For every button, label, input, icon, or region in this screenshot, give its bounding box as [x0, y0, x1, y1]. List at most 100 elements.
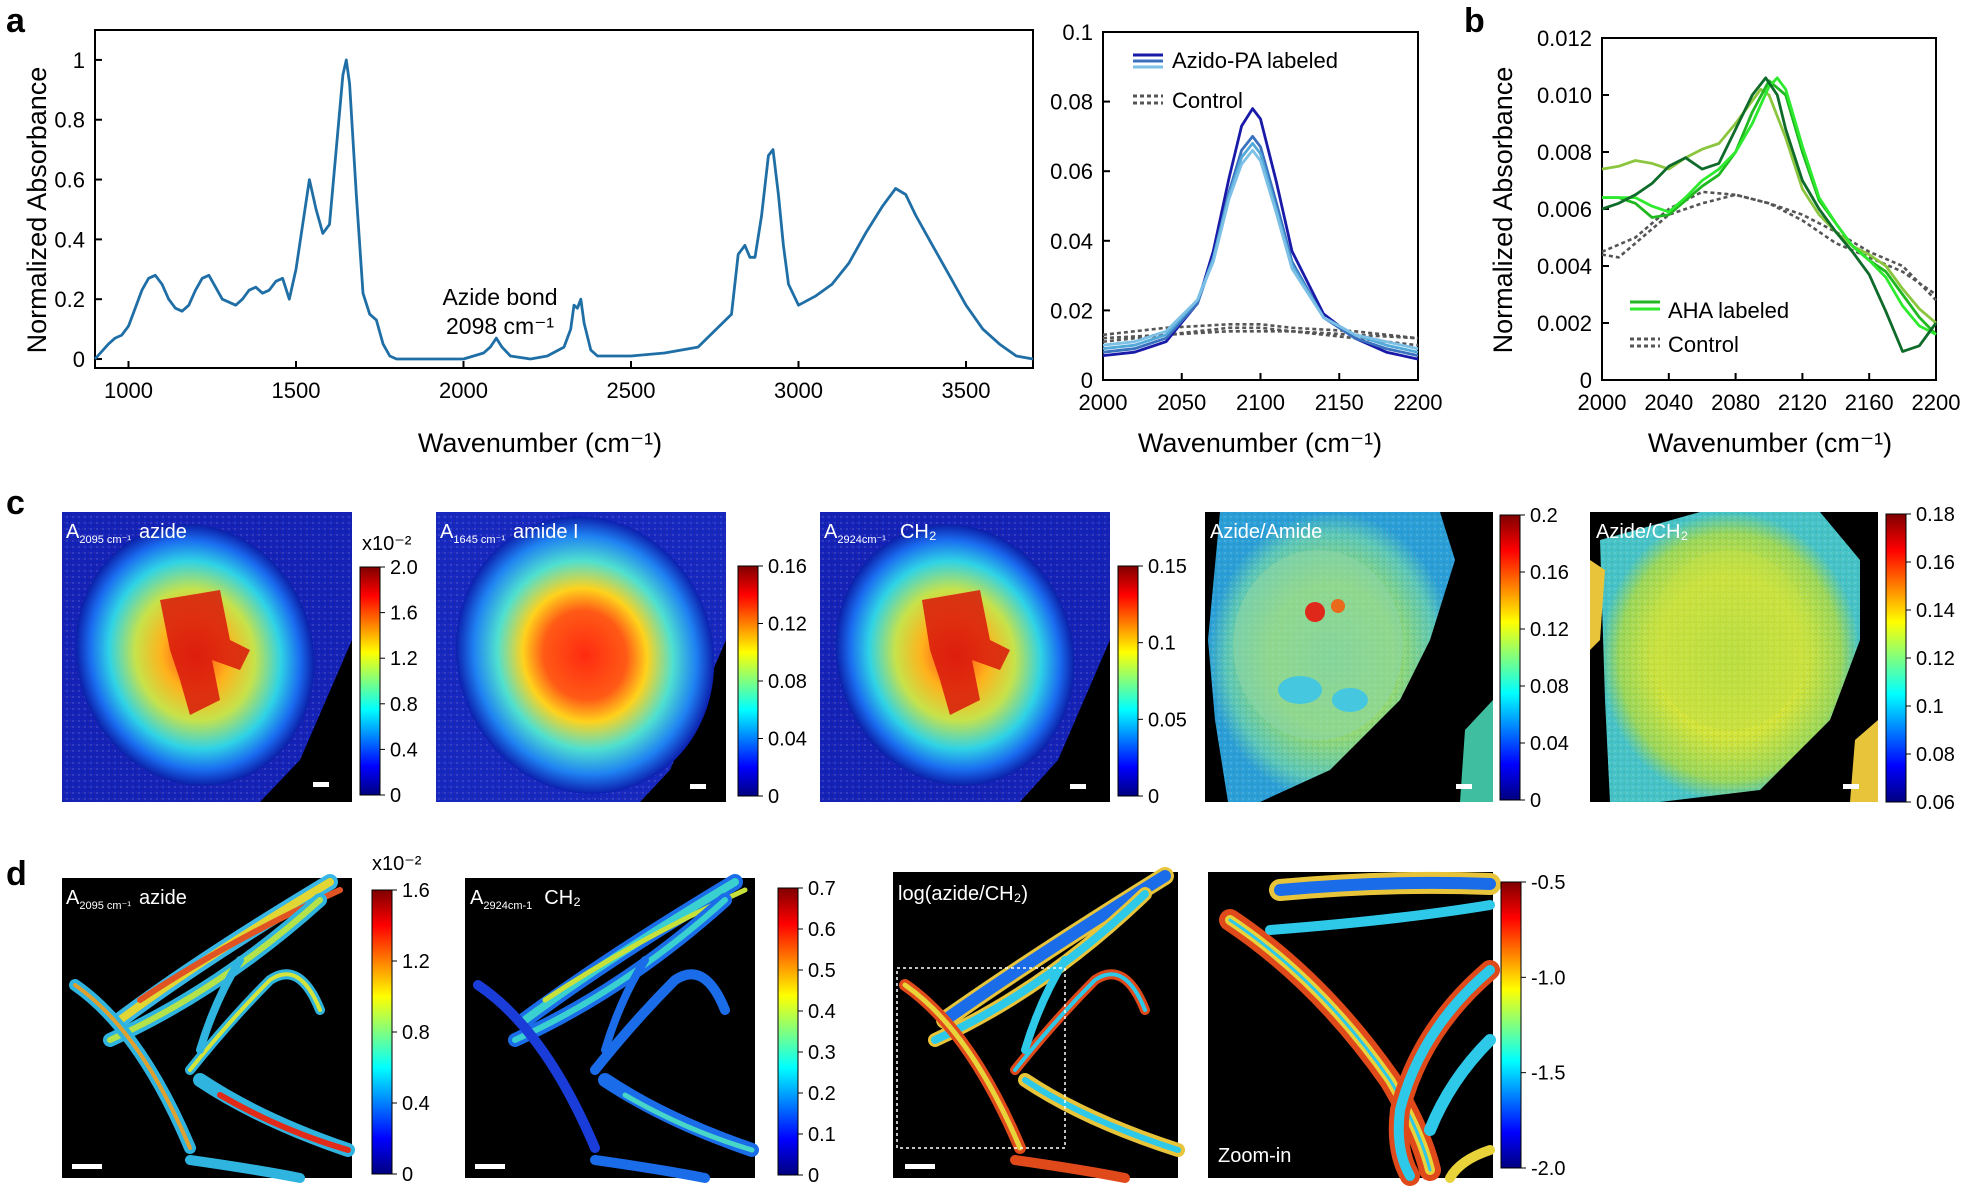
image-d1-azide: A2095 cm⁻¹ azide	[62, 874, 355, 1183]
colorbar-gradient	[777, 887, 799, 1176]
azide-bond-wavenumber: 2098 cm⁻¹	[446, 313, 554, 339]
image-c4-azide-amide: Azide/Amide	[1205, 512, 1493, 802]
series-line-azido-pa-labeled-3	[1102, 142, 1419, 354]
y-tick-label: 0.08	[1050, 90, 1093, 115]
colorbar-d3: -0.5 -1.0 -1.5 -2.0	[1500, 872, 1565, 1180]
colorbar-tick-label: 0.05	[1148, 709, 1187, 731]
colorbar-tick-label: 0.8	[402, 1022, 430, 1044]
y-tick-label: 0.8	[54, 108, 85, 133]
colorbar-tick-label: 0	[390, 785, 401, 807]
x-axis-label: Wavenumber (cm⁻¹)	[1648, 428, 1892, 458]
colorbar-tick-label: 0.06	[1916, 792, 1955, 814]
hotspot	[1331, 599, 1345, 613]
y-tick-label: 0.04	[1050, 229, 1093, 254]
neighbor-cell	[1850, 720, 1878, 802]
nucleolus	[1278, 676, 1322, 704]
neighbor-cell	[1460, 700, 1493, 802]
chart-b: Wavenumber (cm⁻¹) Normalized Absorbance …	[1488, 26, 1960, 458]
colorbar-tick-label: 0.08	[1916, 744, 1955, 766]
colorbar-tick-label: 0.3	[808, 1042, 836, 1064]
colorbar-tick-label: 0.7	[808, 878, 836, 900]
zoom-region-box	[896, 967, 1066, 1149]
y-tick-label: 0	[1081, 368, 1093, 393]
legend-aha-label: AHA labeled	[1668, 298, 1789, 323]
filaments	[473, 874, 759, 1183]
colorbar-tick-label: 1.6	[402, 880, 430, 902]
colorbar-c5: 0.18 0.16 0.14 0.12 0.1 0.08 0.06	[1885, 504, 1955, 814]
colorbar-tick-label: 0.16	[1530, 562, 1569, 584]
neighbor-cell	[1590, 560, 1605, 650]
colorbar-c2: 0.16 0.12 0.08 0.04 0	[737, 556, 807, 808]
colorbar-tick-label: 0.15	[1148, 556, 1187, 578]
x-tick-label: 3000	[774, 378, 823, 403]
colorbar-tick-label: 0.5	[808, 960, 836, 982]
colorbar-tick-label: 0.12	[768, 614, 807, 636]
x-tick-label: 1500	[272, 378, 321, 403]
series-line-aha-labeled-4	[1601, 76, 1938, 353]
colorbar-gradient	[359, 566, 381, 796]
series-line-control-1	[1601, 190, 1937, 302]
nucleus	[1650, 550, 1810, 730]
panel-letter-d: d	[6, 855, 27, 893]
colorbar-tick-label: 0.4	[808, 1001, 836, 1023]
colorbar-tick-label: 0	[1530, 790, 1541, 812]
image-c5-azide-ch2: Azide/CH₂	[1590, 512, 1878, 802]
image-label: A2924cm⁻¹ CH₂	[824, 521, 937, 546]
y-tick-label: 0.012	[1537, 26, 1592, 51]
nucleus	[455, 516, 715, 794]
panel-letter-a: a	[6, 2, 26, 40]
colorbar-tick-label: 0.04	[768, 729, 807, 751]
colorbar-tick-label: 2.0	[390, 557, 418, 579]
y-tick-label: 0.008	[1537, 140, 1592, 165]
colorbar-tick-label: 0.2	[1530, 505, 1558, 527]
image-label: Azide/CH₂	[1596, 521, 1688, 543]
filaments	[69, 874, 355, 1183]
x-tick-label: 2000	[1079, 390, 1128, 415]
series-line-aha-labeled-3	[1602, 76, 1937, 336]
colorbar-tick-label: 0.14	[1916, 600, 1955, 622]
filaments	[1219, 871, 1501, 1186]
nucleolus	[1332, 688, 1368, 712]
scale-bar	[72, 1164, 102, 1169]
x-tick-label: 3500	[942, 378, 991, 403]
y-axis-label: Normalized Absorbance	[1488, 67, 1518, 354]
colorbar-tick-label: 0	[808, 1165, 819, 1186]
x-tick-label: 2120	[1778, 390, 1827, 415]
colorbar-tick-label: 0.04	[1530, 733, 1569, 755]
y-axis-label: Normalized Absorbance	[22, 67, 52, 354]
y-tick-label: 0.4	[54, 227, 85, 252]
x-tick-label: 2100	[1236, 390, 1285, 415]
colorbar-tick-label: 0	[1148, 786, 1159, 808]
colorbar-tick-label: 0.8	[390, 694, 418, 716]
speckle-texture	[1600, 512, 1860, 802]
plot-frame	[1102, 31, 1419, 381]
y-tick-label: 0.02	[1050, 298, 1093, 323]
image-d3-log-ratio: log(azide/CH₂)	[893, 867, 1185, 1183]
colorbar-tick-label: 0.16	[1916, 552, 1955, 574]
x-tick-label: 2150	[1315, 390, 1364, 415]
image-label: A2924cm-1 CH₂	[470, 887, 581, 912]
legend-azido-label: Azido-PA labeled	[1172, 48, 1338, 73]
colorbar-tick-label: -1.5	[1531, 1063, 1565, 1085]
colorbar-exponent: x10⁻²	[362, 533, 412, 555]
scale-bar	[1070, 784, 1086, 789]
colorbar-tick-label: 0.4	[402, 1093, 430, 1115]
x-tick-label: 2200	[1912, 390, 1961, 415]
image-label: log(azide/CH₂)	[898, 883, 1028, 905]
x-tick-label: 1000	[104, 378, 153, 403]
y-tick-label: 0.002	[1537, 311, 1592, 336]
colorbar-tick-label: -1.0	[1531, 967, 1565, 989]
image-label: Azide/Amide	[1210, 521, 1322, 543]
panel-letter-b: b	[1464, 2, 1485, 40]
colorbar-gradient	[1500, 881, 1522, 1169]
hotspot	[922, 590, 1010, 715]
colorbar-d1: x10⁻² 1.6 1.2 0.8 0.4 0	[371, 853, 430, 1186]
scale-bar	[1843, 784, 1859, 789]
x-axis-label: Wavenumber (cm⁻¹)	[418, 428, 662, 458]
colorbar-tick-label: 0	[768, 786, 779, 808]
colorbar-tick-label: 0.1	[1916, 696, 1944, 718]
colorbar-c4: 0.2 0.16 0.12 0.08 0.04 0	[1499, 505, 1569, 812]
x-tick-label: 2500	[607, 378, 656, 403]
series-line-aha-labeled-1	[1601, 87, 1937, 325]
colorbar-tick-label: 0.4	[390, 739, 418, 761]
